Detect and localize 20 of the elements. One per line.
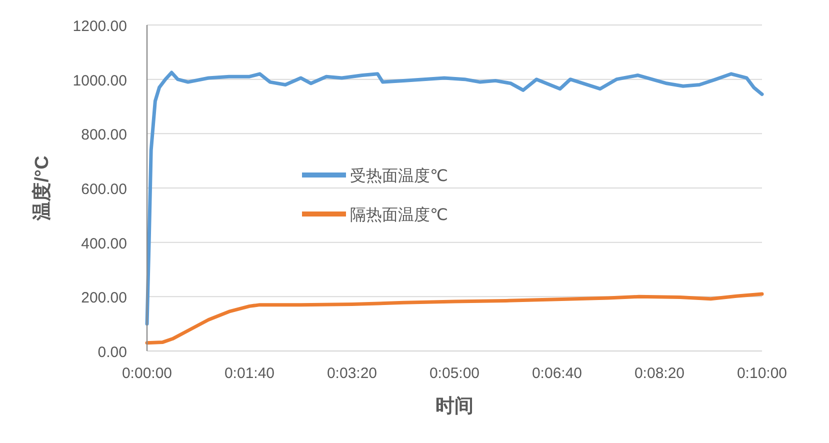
y-tick-label: 800.00 (81, 126, 127, 144)
x-tick-label: 0:06:40 (532, 365, 582, 382)
y-tick-label: 1000.00 (72, 72, 127, 90)
legend-label: 受热面温度℃ (350, 167, 448, 185)
x-tick-label: 0:05:00 (429, 365, 480, 382)
line-series (145, 292, 764, 345)
x-axis-title: 时间 (436, 395, 474, 417)
x-tick-label: 0:00:00 (122, 365, 172, 382)
line-series (145, 70, 764, 326)
y-axis-title: 温度/°C (31, 155, 53, 222)
x-tick-label: 0:01:40 (224, 365, 275, 382)
y-tick-label: 0.00 (98, 344, 127, 361)
x-tick-label: 0:10:00 (736, 365, 788, 382)
y-tick-label: 600.00 (81, 181, 127, 198)
legend-label: 隔热面温度℃ (350, 206, 448, 224)
y-tick-label: 200.00 (81, 290, 127, 307)
y-tick-label: 400.00 (81, 235, 127, 252)
x-tick-label: 0:03:20 (326, 365, 378, 382)
x-tick-label: 0:08:20 (634, 365, 685, 382)
y-tick-label: 1200.00 (72, 18, 127, 35)
